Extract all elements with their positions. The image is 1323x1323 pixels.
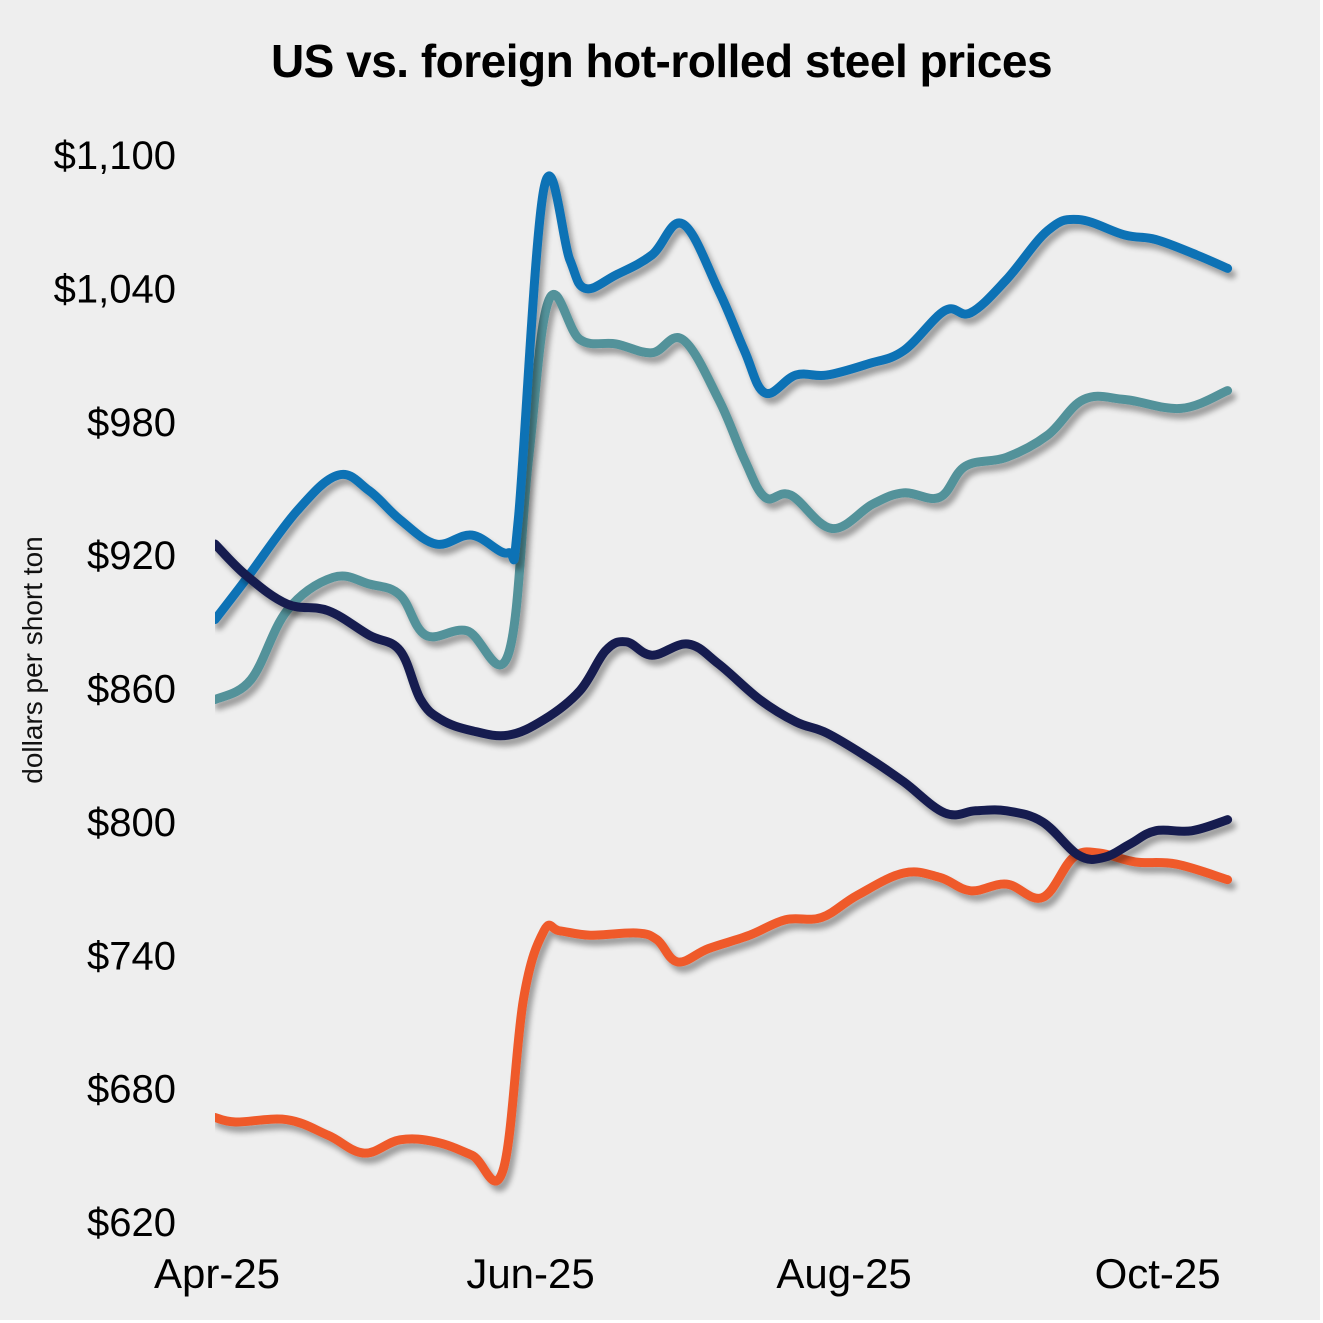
- y-tick-label: $980: [87, 401, 176, 445]
- x-tick-label: Oct-25: [1095, 1250, 1221, 1297]
- x-tick-label: Jun-25: [466, 1250, 594, 1297]
- y-tick-label: $1,100: [54, 134, 176, 178]
- x-tick-label: Apr-25: [154, 1250, 280, 1297]
- series-line-3: [215, 539, 1233, 864]
- y-tick-label: $920: [87, 534, 176, 578]
- y-tick-label: $740: [87, 934, 176, 978]
- series-line-1: [215, 171, 1233, 625]
- y-tick-label: $1,040: [54, 267, 176, 311]
- series-line-2: [215, 290, 1233, 705]
- series-lines: [215, 171, 1233, 1186]
- y-tick-label: $680: [87, 1068, 176, 1112]
- x-tick-label: Aug-25: [776, 1250, 911, 1297]
- y-tick-label: $800: [87, 801, 176, 845]
- series-line-4: [215, 847, 1233, 1186]
- chart-title: US vs. foreign hot-rolled steel prices: [270, 35, 1053, 87]
- y-tick-label: $620: [87, 1201, 176, 1245]
- y-axis-ticks: $1,100 $1,040 $980 $920 $860 $800 $740 $680 $620: [54, 134, 176, 1245]
- y-tick-label: $860: [87, 668, 176, 712]
- x-axis-ticks: Apr-25 Jun-25 Aug-25 Oct-25: [154, 1250, 1221, 1297]
